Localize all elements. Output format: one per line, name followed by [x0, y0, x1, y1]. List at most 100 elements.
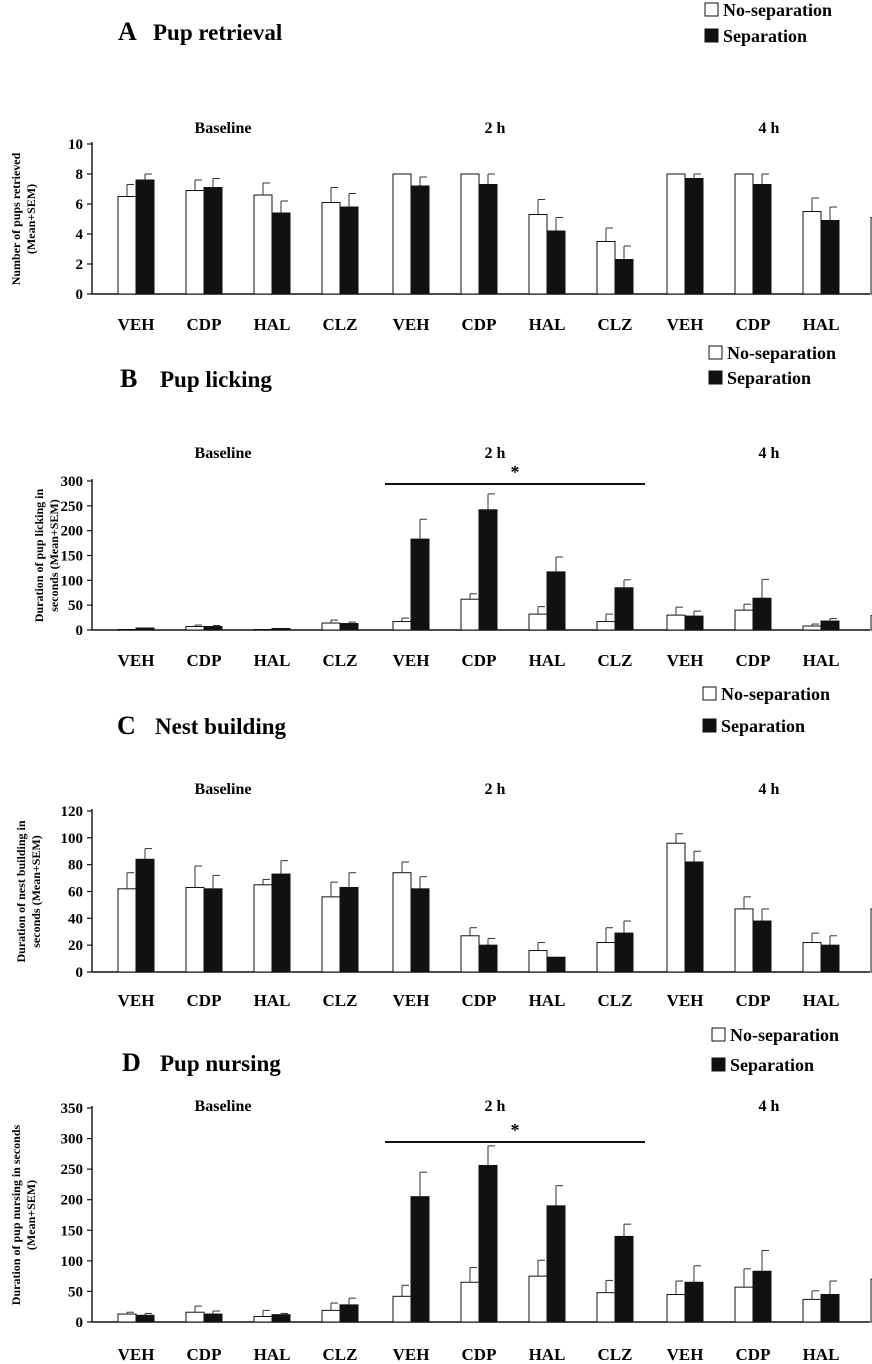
panel-d-category-label-1-2: HAL	[529, 1345, 566, 1364]
panel-c-bar-sep-2-2	[820, 944, 840, 973]
panel-b-bar-sep-1-1	[478, 509, 498, 631]
panel-c-y-label-0: Duration of nest building in	[14, 820, 28, 962]
panel-c-legend-label-1: Separation	[721, 716, 805, 736]
panel-d-legend-swatch-0	[711, 1027, 726, 1042]
panel-d-bar-nosep-2-2	[802, 1298, 822, 1323]
panel-b-category-label-1-3: CLZ	[598, 651, 633, 670]
panel-b-bar-sep-1-0	[410, 538, 430, 631]
panel-a-period-label-1: 2 h	[485, 120, 506, 137]
panel-d-category-label-2-1: CDP	[736, 1345, 771, 1364]
panel-d-category-label-1-0: VEH	[393, 1345, 430, 1364]
panel-c-letter: C	[117, 711, 136, 740]
panel-c-bar-nosep-2-2	[802, 941, 822, 973]
panel-b-bar-nosep-1-3	[596, 621, 616, 631]
panel-c-bar-sep-0-3	[339, 886, 359, 973]
panel-a-bar-nosep-2-1	[734, 173, 754, 295]
panel-a-category-label-2-1: CDP	[736, 315, 771, 334]
panel-b-y-tick-label-0: 0	[76, 623, 84, 639]
panel-c-category-label-0-0: VEH	[118, 991, 155, 1010]
panel-b-category-label-1-2: HAL	[529, 651, 566, 670]
panel-a-y-tick-label-5: 10	[68, 137, 83, 153]
panel-b-category-label-0-1: CDP	[187, 651, 222, 670]
panel-d-y-tick-label-1: 50	[68, 1284, 83, 1300]
panel-c-y-tick-label-2: 40	[68, 911, 83, 927]
panel-a-bar-sep-2-1	[752, 184, 772, 295]
panel-c-legend-swatch-0	[702, 686, 717, 701]
panel-c-bar-sep-1-0	[410, 888, 430, 973]
panel-b-category-label-0-3: CLZ	[323, 651, 358, 670]
panel-d-significance-star: *	[511, 1120, 520, 1140]
panel-d-bar-nosep-0-0	[117, 1313, 137, 1323]
panel-b-bar-sep-0-2	[271, 628, 291, 631]
panel-d-category-label-1-1: CDP	[462, 1345, 497, 1364]
panel-d-bar-sep-1-1	[478, 1164, 498, 1323]
panel-a-category-label-1-0: VEH	[393, 315, 430, 334]
panel-b-y-tick-label-5: 250	[61, 499, 84, 515]
panel-d-category-label-0-2: HAL	[254, 1345, 291, 1364]
panel-a-category-label-0-2: HAL	[254, 315, 291, 334]
panel-a-legend-label-1: Separation	[723, 26, 807, 46]
panel-a-bar-nosep-1-1	[460, 173, 480, 295]
panel-a-bar-sep-2-2	[820, 220, 840, 295]
panel-a-bar-sep-1-3	[614, 259, 634, 295]
panel-b-y-tick-label-6: 300	[61, 474, 84, 490]
panel-c-bar-sep-0-0	[135, 858, 155, 973]
panel-a-bar-sep-1-1	[478, 184, 498, 295]
panel-c-y-tick-label-3: 60	[68, 885, 83, 901]
panel-a-legend-label-0: No-separation	[723, 0, 832, 20]
panel-b-bar-nosep-1-1	[460, 598, 480, 631]
panel-c-category-label-2-1: CDP	[736, 991, 771, 1010]
panel-d-bar-sep-1-3	[614, 1235, 634, 1323]
panel-a-y-tick-label-0: 0	[76, 287, 84, 303]
panel-a-y-label-1: (Mean+SEM)	[24, 184, 38, 254]
panel-a-category-label-0-3: CLZ	[323, 315, 358, 334]
panel-a-bar-sep-1-0	[410, 185, 430, 295]
panel-c-bar-nosep-1-3	[596, 941, 616, 973]
panel-d-bar-sep-2-0	[684, 1281, 704, 1323]
panel-a-bar-nosep-0-2	[253, 194, 273, 295]
panel-a-y-tick-label-1: 2	[76, 257, 84, 273]
panel-b-bar-nosep-2-0	[666, 614, 686, 631]
panel-b-bar-nosep-1-2	[528, 613, 548, 631]
panel-d-bar-sep-0-3	[339, 1304, 359, 1323]
panel-a-bar-sep-0-2	[271, 212, 291, 295]
panel-b-category-label-1-0: VEH	[393, 651, 430, 670]
panel-a-category-label-0-1: CDP	[187, 315, 222, 334]
panel-d-bar-sep-0-2	[271, 1314, 291, 1323]
panel-d-bar-nosep-1-2	[528, 1275, 548, 1323]
panel-a-bar-sep-0-0	[135, 179, 155, 295]
panel-a-category-label-1-2: HAL	[529, 315, 566, 334]
panel-d-y-tick-label-7: 350	[61, 1101, 84, 1117]
panel-d-bar-nosep-0-2	[253, 1315, 273, 1323]
panel-c-bar-sep-2-1	[752, 920, 772, 973]
panel-d-bar-sep-1-0	[410, 1196, 430, 1323]
panel-b-bar-sep-0-1	[203, 626, 223, 631]
panel-d-bar-nosep-0-3	[321, 1309, 341, 1323]
panel-d-category-label-0-1: CDP	[187, 1345, 222, 1364]
panel-d-period-label-0: Baseline	[195, 1098, 252, 1115]
panel-a-bar-nosep-0-3	[321, 202, 341, 295]
panel-c-category-label-1-3: CLZ	[598, 991, 633, 1010]
panel-a-bar-sep-0-1	[203, 187, 223, 295]
panel-b-period-label-1: 2 h	[485, 445, 506, 462]
panel-a-y-label-0: Number of pups retrieved	[9, 152, 23, 285]
panel-c-legend-label-0: No-separation	[721, 684, 830, 704]
panel-d-y-label-1: (Mean+SEM)	[24, 1180, 38, 1250]
panel-a-period-label-2: 4 h	[759, 120, 780, 137]
panel-c-bar-nosep-2-0	[666, 842, 686, 973]
panel-b-category-label-1-1: CDP	[462, 651, 497, 670]
panel-a-bar-nosep-0-0	[117, 196, 137, 295]
panel-b-y-tick-label-1: 50	[68, 598, 83, 614]
panel-b-category-label-2-0: VEH	[667, 651, 704, 670]
panel-a-category-label-1-3: CLZ	[598, 315, 633, 334]
panel-b-y-tick-label-2: 100	[61, 573, 84, 589]
panel-b-period-label-2: 4 h	[759, 445, 780, 462]
panel-a-bar-sep-0-3	[339, 206, 359, 295]
panel-c-y-tick-label-6: 120	[61, 804, 84, 820]
panel-c-period-label-0: Baseline	[195, 781, 252, 798]
panel-d-bar-nosep-1-1	[460, 1281, 480, 1323]
panel-b-bar-sep-0-0	[135, 627, 155, 631]
panel-b-significance-star: *	[511, 462, 520, 482]
panel-d-bar-nosep-2-1	[734, 1286, 754, 1323]
panel-d-y-tick-label-4: 200	[61, 1193, 84, 1209]
